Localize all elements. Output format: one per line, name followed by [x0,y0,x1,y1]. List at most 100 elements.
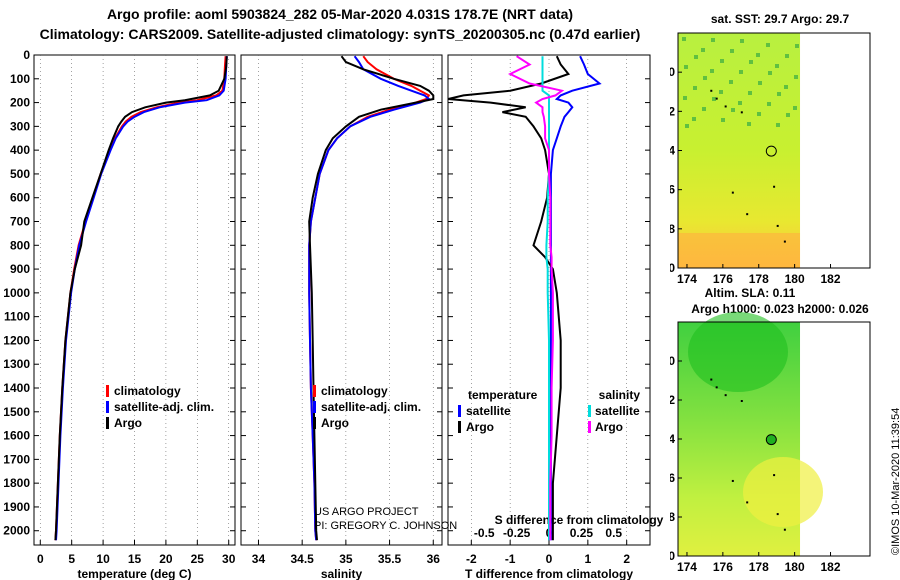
sst-map-speckle [685,124,689,128]
depth-tick-label: 1800 [3,476,30,490]
depth-tick-label: 1500 [3,405,30,419]
sst-map-x-tick-label: 182 [821,272,841,286]
temperature-x-tick-label: 25 [191,552,205,566]
figure-title-line2: Climatology: CARS2009. Satellite-adjuste… [39,26,641,42]
sst-map-speckle [738,101,742,105]
difference-legend-swatch [458,405,461,417]
sst-map-warm-band [678,233,801,268]
sla-map-island [746,501,749,504]
depth-tick-label: 1000 [3,286,30,300]
difference-secondary-tick-label: -0.5 [474,526,495,540]
depth-tick-label: 0 [23,48,30,62]
difference-legend-title-salinity: salinity [599,388,641,402]
sst-map-speckle [711,38,715,42]
sst-map-speckle [747,122,751,126]
salinity-legend-label: satellite-adj. clim. [321,400,421,414]
difference-secondary-tick-label: 0.25 [570,526,594,540]
sst-map-speckle [767,102,771,106]
sst-map-speckle [712,97,716,101]
difference-secondary-label: S difference from climatology [495,513,664,527]
salinity-x-label: salinity [321,567,363,580]
difference-legend-swatch [458,421,461,433]
sst-map-speckle [703,76,707,80]
sst-map-speckle [692,117,696,121]
temperature-legend-label: Argo [114,416,142,430]
sla-map-y-tick-label: -4 [670,432,675,446]
temperature-series-climatology [54,56,227,541]
sst-map-island [783,240,786,243]
difference-series-t-argo [448,55,571,541]
sla-map-x-tick-label: 174 [677,560,697,574]
temperature-series-satellite-adj-clim- [55,56,228,541]
depth-tick-label: 1900 [3,500,30,514]
sst-map-island [740,111,743,114]
map-panels: 1741761781801820-2-4-6-8-101741761781801… [670,32,871,574]
difference-secondary-tick-label: -0.25 [503,526,531,540]
sst-map-speckle [748,91,752,95]
sla-map-island [715,386,718,389]
salinity-x-tick-label: 34 [252,552,266,566]
salinity-annotation: US ARGO PROJECT [314,506,419,518]
sst-map-speckle [684,65,688,69]
sla-map-island [776,513,779,516]
difference-x-tick-label: 0 [546,552,553,566]
sst-map-speckle [776,123,780,127]
sst-map-speckle [758,81,762,85]
depth-tick-label: 700 [10,215,30,229]
sst-map-speckle [766,43,770,47]
depth-tick-label: 900 [10,262,30,276]
sst-map-speckle [731,108,735,112]
sst-map-x-tick-label: 174 [677,272,697,286]
depth-tick-label: 2000 [3,524,30,538]
sst-map-speckle [777,92,781,96]
sst-map-x-tick-label: 180 [785,272,805,286]
sla-map-x-tick-label: 176 [713,560,733,574]
depth-tick-label: 1300 [3,357,30,371]
imos-credit: ©IMOS 10-Mar-2020 11:39:54 [890,407,900,555]
salinity-legend-swatch [313,401,316,413]
sla-map-low-anomaly [688,312,788,392]
difference-legend-label: satellite [595,404,640,418]
sst-map-speckle [693,86,697,90]
difference-legend-swatch [588,405,591,417]
sla-map-island [740,400,743,402]
difference-legend-label: Argo [466,420,494,434]
depth-tick-label: 400 [10,143,30,157]
sla-map-island [731,479,734,482]
sst-map-speckle [785,54,789,58]
sst-map-speckle [756,53,760,57]
profile-plots: 0100200300400500600700800900100011001200… [3,48,664,580]
temperature-x-tick-label: 30 [222,552,236,566]
difference-legend-label: Argo [595,420,623,434]
salinity-legend-swatch [313,417,316,429]
temperature-x-tick-label: 20 [159,552,173,566]
sst-map-argo-marker [765,145,777,157]
difference-legend-label: satellite [466,404,511,418]
temperature-x-tick-label: 15 [128,552,142,566]
difference-x-label: T difference from climatology [465,567,633,580]
sst-map-speckle [768,71,772,75]
sst-map-speckle [721,118,725,122]
difference-series-t-satellite [549,55,602,541]
sst-map-speckle [710,69,714,73]
figure-title-line1: Argo profile: aoml 5903824_282 05-Mar-20… [106,6,574,22]
difference-x-tick-label: -2 [466,552,477,566]
salinity-x-tick-label: 34.5 [290,552,314,566]
sla-map-y-tick-label: -8 [670,510,675,524]
sst-map-speckle [786,113,790,117]
sst-map-field [678,33,801,268]
temperature-x-tick-label: 10 [96,552,110,566]
temperature-legend-label: satellite-adj. clim. [114,400,214,414]
sla-map-x-tick-label: 182 [821,560,841,574]
sst-map-speckle [793,106,797,110]
difference-x-tick-label: 2 [623,552,630,566]
salinity-legend-label: climatology [321,384,388,398]
salinity-frame [240,54,443,546]
salinity-series-argo [308,55,435,541]
sla-map-x-tick-label: 180 [785,560,805,574]
difference-x-tick-label: 1 [585,552,592,566]
sst-map-speckle [694,55,698,59]
difference-x-tick-label: -1 [505,552,516,566]
sst-map-title: sat. SST: 29.7 Argo: 29.7 [710,12,850,26]
salinity-series-climatology [308,55,431,541]
